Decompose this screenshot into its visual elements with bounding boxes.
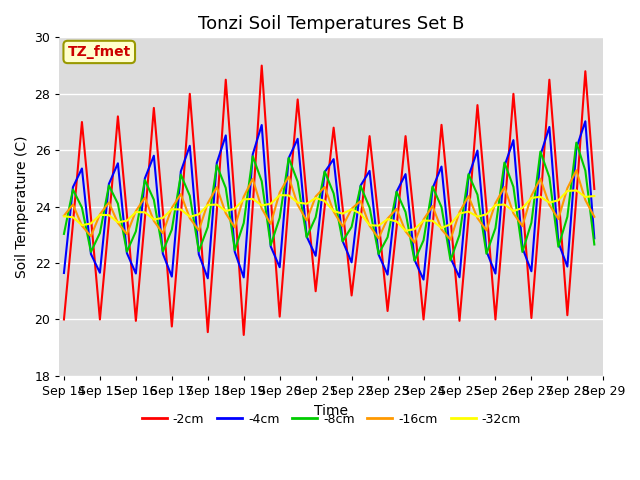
X-axis label: Time: Time — [314, 404, 348, 418]
Text: TZ_fmet: TZ_fmet — [68, 45, 131, 59]
Title: Tonzi Soil Temperatures Set B: Tonzi Soil Temperatures Set B — [198, 15, 465, 33]
Legend: -2cm, -4cm, -8cm, -16cm, -32cm: -2cm, -4cm, -8cm, -16cm, -32cm — [136, 408, 526, 431]
Y-axis label: Soil Temperature (C): Soil Temperature (C) — [15, 135, 29, 278]
